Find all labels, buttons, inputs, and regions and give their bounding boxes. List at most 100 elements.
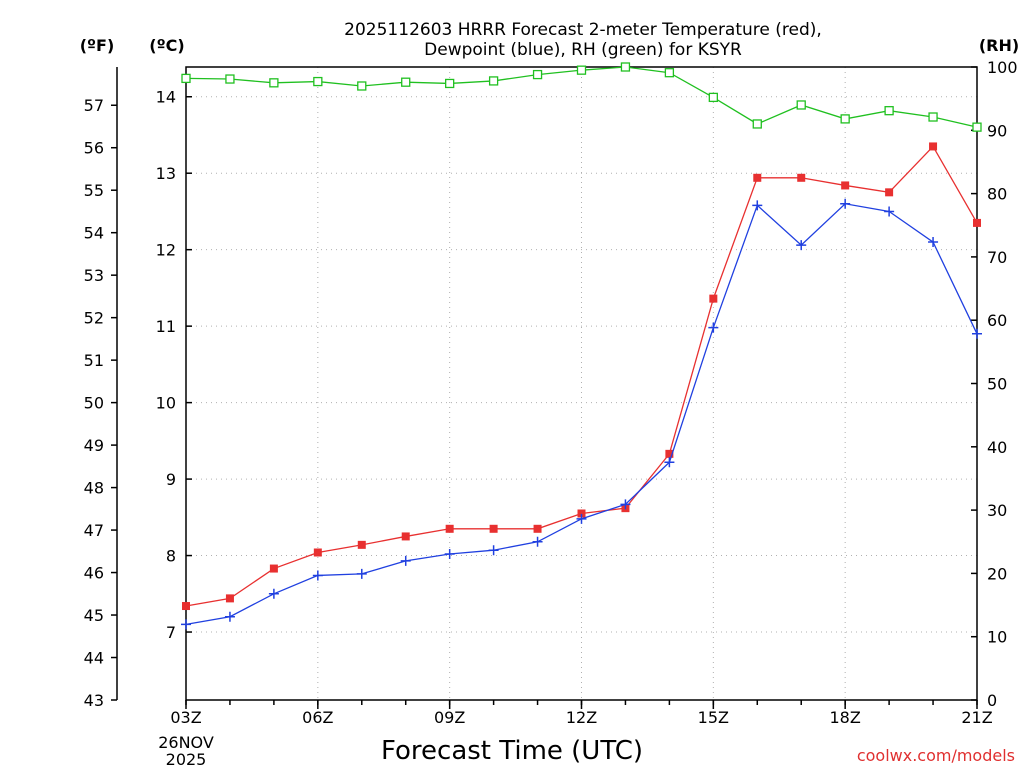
celsius-tick-label: 7 — [166, 623, 176, 642]
rh-tick-label: 90 — [987, 121, 1007, 140]
celsius-tick-label: 9 — [166, 470, 176, 489]
fahrenheit-tick-label: 55 — [84, 181, 104, 200]
rh-point — [357, 81, 367, 91]
celsius-tick-label: 10 — [156, 394, 176, 413]
series — [181, 62, 982, 630]
rh-axis: 0 10 20 30 40 50 60 70 80 90 100 — [971, 58, 1018, 710]
temperature-point — [401, 532, 410, 541]
temperature-point — [489, 524, 498, 533]
x-tick-label: 12Z — [566, 708, 597, 727]
temperature-point — [313, 548, 322, 557]
x-tick-label: 21Z — [961, 708, 992, 727]
series-dewpoint — [181, 198, 982, 630]
rh-tick-label: 100 — [987, 58, 1018, 77]
rh-point — [884, 106, 894, 116]
dewpoint-point — [664, 457, 675, 468]
x-tick-label: 06Z — [302, 708, 333, 727]
rh-tick-label: 40 — [987, 438, 1007, 457]
rh-point — [488, 76, 499, 86]
dewpoint-point — [224, 611, 235, 622]
temperature-point — [929, 142, 938, 151]
temperature-point — [182, 602, 190, 611]
rh-tick-label: 60 — [987, 311, 1007, 330]
x-tick-label: 15Z — [698, 708, 729, 727]
rh-point — [532, 69, 543, 80]
x-axis-title: Forecast Time (UTC) — [381, 736, 643, 766]
dewpoint-point — [532, 536, 543, 547]
celsius-tick-label: 11 — [156, 317, 176, 336]
rh-point — [313, 76, 323, 87]
rh-point — [269, 78, 279, 88]
date-label-year: 2025 — [166, 750, 207, 768]
dewpoint-point — [884, 206, 895, 217]
fahrenheit-tick-label: 43 — [84, 691, 104, 710]
fahrenheit-tick-label: 56 — [84, 139, 104, 158]
rh-axis-label: (RH) — [979, 36, 1019, 55]
rh-point — [928, 112, 938, 122]
fahrenheit-tick-label: 44 — [84, 649, 104, 668]
dewpoint-point — [752, 200, 763, 211]
rh-point — [445, 78, 455, 89]
chart-title-line2: Dewpoint (blue), RH (green) for KSYR — [424, 40, 742, 60]
dewpoint-point — [708, 322, 719, 333]
rh-point — [225, 74, 235, 84]
rh-tick-label: 0 — [987, 691, 997, 710]
series-temperature — [182, 142, 981, 611]
x-tick-label: 03Z — [170, 708, 201, 727]
rh-point — [708, 92, 718, 103]
temperature-point — [709, 294, 718, 303]
fahrenheit-tick-label: 53 — [84, 266, 104, 285]
rh-point — [752, 119, 762, 129]
rh-tick-label: 70 — [987, 248, 1007, 267]
fahrenheit-tick-label: 45 — [84, 606, 104, 625]
temperature-point — [841, 181, 850, 190]
dewpoint-point — [181, 619, 191, 630]
dewpoint-point — [444, 549, 455, 560]
dewpoint-point — [972, 328, 982, 339]
celsius-tick-label: 12 — [156, 241, 176, 260]
rh-point — [576, 65, 587, 75]
dewpoint-point — [620, 499, 631, 510]
rh-point — [181, 73, 191, 84]
x-tick-label: 09Z — [434, 708, 465, 727]
fahrenheit-axis-label: (ºF) — [80, 36, 115, 55]
fahrenheit-tick-label: 47 — [84, 521, 104, 540]
fahrenheit-tick-label: 54 — [84, 224, 104, 243]
fahrenheit-tick-label: 51 — [84, 351, 104, 370]
celsius-axis: 7 8 9 10 11 12 13 14 — [156, 88, 192, 642]
date-label-day: 26NOV — [158, 733, 214, 752]
temperature-point — [445, 524, 454, 533]
rh-point — [972, 122, 982, 132]
dewpoint-point — [488, 545, 499, 556]
rh-tick-label: 30 — [987, 501, 1007, 520]
fahrenheit-tick-label: 52 — [84, 309, 104, 328]
rh-tick-label: 50 — [987, 375, 1007, 394]
chart-title-line1: 2025112603 HRRR Forecast 2-meter Tempera… — [344, 20, 822, 40]
rh-point — [664, 68, 675, 78]
celsius-tick-label: 8 — [166, 547, 176, 566]
celsius-tick-label: 13 — [156, 164, 176, 183]
dewpoint-point — [576, 513, 587, 524]
temperature-point — [225, 594, 234, 603]
credit-text: coolwx.com/models — [857, 746, 1015, 765]
dewpoint-point — [796, 240, 807, 251]
rh-point — [620, 62, 631, 72]
dewpoint-line — [185, 203, 978, 626]
grid — [186, 67, 977, 700]
x-tick-label: 18Z — [830, 708, 861, 727]
temperature-point — [357, 540, 366, 549]
dewpoint-point — [400, 555, 411, 566]
plot-frame — [185, 66, 978, 701]
dewpoint-point — [312, 570, 323, 581]
rh-tick-label: 10 — [987, 628, 1007, 647]
temperature-point — [665, 449, 674, 458]
dewpoint-point — [928, 237, 939, 248]
dewpoint-point — [356, 568, 367, 579]
fahrenheit-tick-label: 49 — [84, 436, 104, 455]
rh-tick-label: 20 — [987, 564, 1007, 583]
temperature-point — [885, 188, 894, 197]
fahrenheit-axis: 43 44 45 46 47 48 49 50 51 52 53 54 55 56 57 — [84, 67, 118, 710]
fahrenheit-tick-label: 48 — [84, 479, 104, 498]
